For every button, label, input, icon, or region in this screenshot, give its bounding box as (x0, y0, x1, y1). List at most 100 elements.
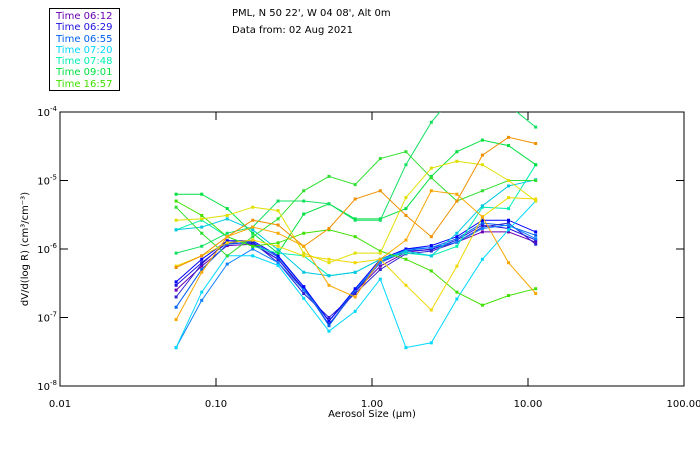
data-point (480, 153, 484, 157)
data-point (455, 240, 459, 244)
data-point (276, 199, 280, 203)
data-point (174, 192, 178, 196)
data-point (225, 213, 229, 217)
data-point (327, 257, 331, 261)
data-point (353, 295, 357, 299)
data-point (534, 242, 538, 246)
data-point (455, 290, 459, 294)
x-tick-label: 1.00 (361, 399, 383, 410)
data-point (276, 209, 280, 213)
data-point (327, 316, 331, 319)
y-tick-label: 10-4 (37, 105, 57, 119)
data-point (174, 199, 178, 203)
x-tick-label: 100.00 (667, 399, 700, 410)
data-point (276, 231, 280, 235)
data-point (276, 244, 280, 248)
data-point (534, 179, 538, 182)
data-point (225, 217, 229, 221)
data-point (276, 254, 280, 258)
y-axis-label: dV/d(log R) (cm³/cm⁻³) (20, 192, 31, 306)
legend-entry: Time 06:55 (56, 33, 113, 45)
data-point (302, 189, 306, 193)
data-point (429, 244, 433, 248)
data-point (404, 196, 408, 200)
data-point (276, 261, 280, 265)
data-point (534, 125, 538, 129)
data-point (404, 150, 408, 154)
data-point (507, 228, 511, 232)
x-tick-label: 0.10 (205, 399, 227, 410)
data-point (225, 231, 229, 235)
data-point (302, 292, 306, 296)
data-point (507, 207, 511, 211)
data-point (378, 249, 382, 253)
data-point (302, 231, 306, 235)
data-point (455, 235, 459, 239)
data-point (404, 163, 408, 167)
data-point (429, 249, 433, 253)
data-point (251, 205, 255, 209)
data-point (327, 329, 331, 333)
data-point (225, 254, 229, 258)
data-point (378, 189, 382, 193)
data-point (302, 270, 306, 274)
legend-entry: Time 07:48 (56, 56, 113, 68)
data-point (200, 257, 204, 261)
data-point (429, 235, 433, 239)
data-point (507, 294, 511, 298)
chart-header: PML, N 50 22', W 04 08', Alt 0m Data fro… (232, 5, 391, 39)
data-point (534, 237, 538, 241)
data-point (302, 251, 306, 255)
data-point (200, 268, 204, 272)
data-point (534, 163, 538, 167)
data-point (404, 238, 408, 242)
data-point (276, 241, 280, 245)
data-point (378, 277, 382, 281)
data-point (200, 231, 204, 235)
data-point (276, 263, 280, 267)
data-point (353, 309, 357, 313)
data-point (327, 261, 331, 265)
y-tick-label: 10-6 (37, 242, 57, 256)
data-point (404, 251, 408, 255)
data-point (302, 244, 306, 248)
data-point (455, 199, 459, 203)
data-point (480, 223, 484, 227)
data-point (251, 244, 255, 248)
data-point (480, 189, 484, 193)
data-point (455, 297, 459, 301)
legend-entry: Time 09:01 (56, 67, 113, 79)
y-tick-label: 10-5 (37, 174, 57, 188)
data-point (251, 247, 255, 251)
data-point (200, 225, 204, 229)
data-point (276, 257, 280, 261)
data-point (353, 251, 357, 255)
data-point (429, 254, 433, 258)
data-point (455, 237, 459, 241)
series-line (175, 224, 536, 348)
x-tick-label: 0.01 (49, 399, 71, 410)
data-point (174, 295, 178, 299)
data-point (353, 183, 357, 187)
data-point (174, 205, 178, 209)
data-point (302, 288, 306, 292)
data-point (378, 261, 382, 265)
legend: Time 06:12 Time 06:29 Time 06:55 Time 07:20… (49, 8, 120, 91)
data-point (276, 217, 280, 221)
data-point (455, 90, 458, 93)
data-point (302, 212, 306, 216)
data-point (429, 269, 433, 273)
data-point (534, 233, 538, 237)
data-point (174, 218, 178, 222)
data-point (534, 199, 538, 203)
data-point (429, 308, 433, 312)
data-point (327, 324, 331, 328)
data-point (507, 144, 511, 148)
data-point (480, 257, 484, 261)
data-point (327, 283, 331, 287)
data-point (225, 241, 229, 245)
data-point (174, 228, 178, 232)
data-point (378, 251, 382, 255)
series-line (175, 136, 536, 268)
